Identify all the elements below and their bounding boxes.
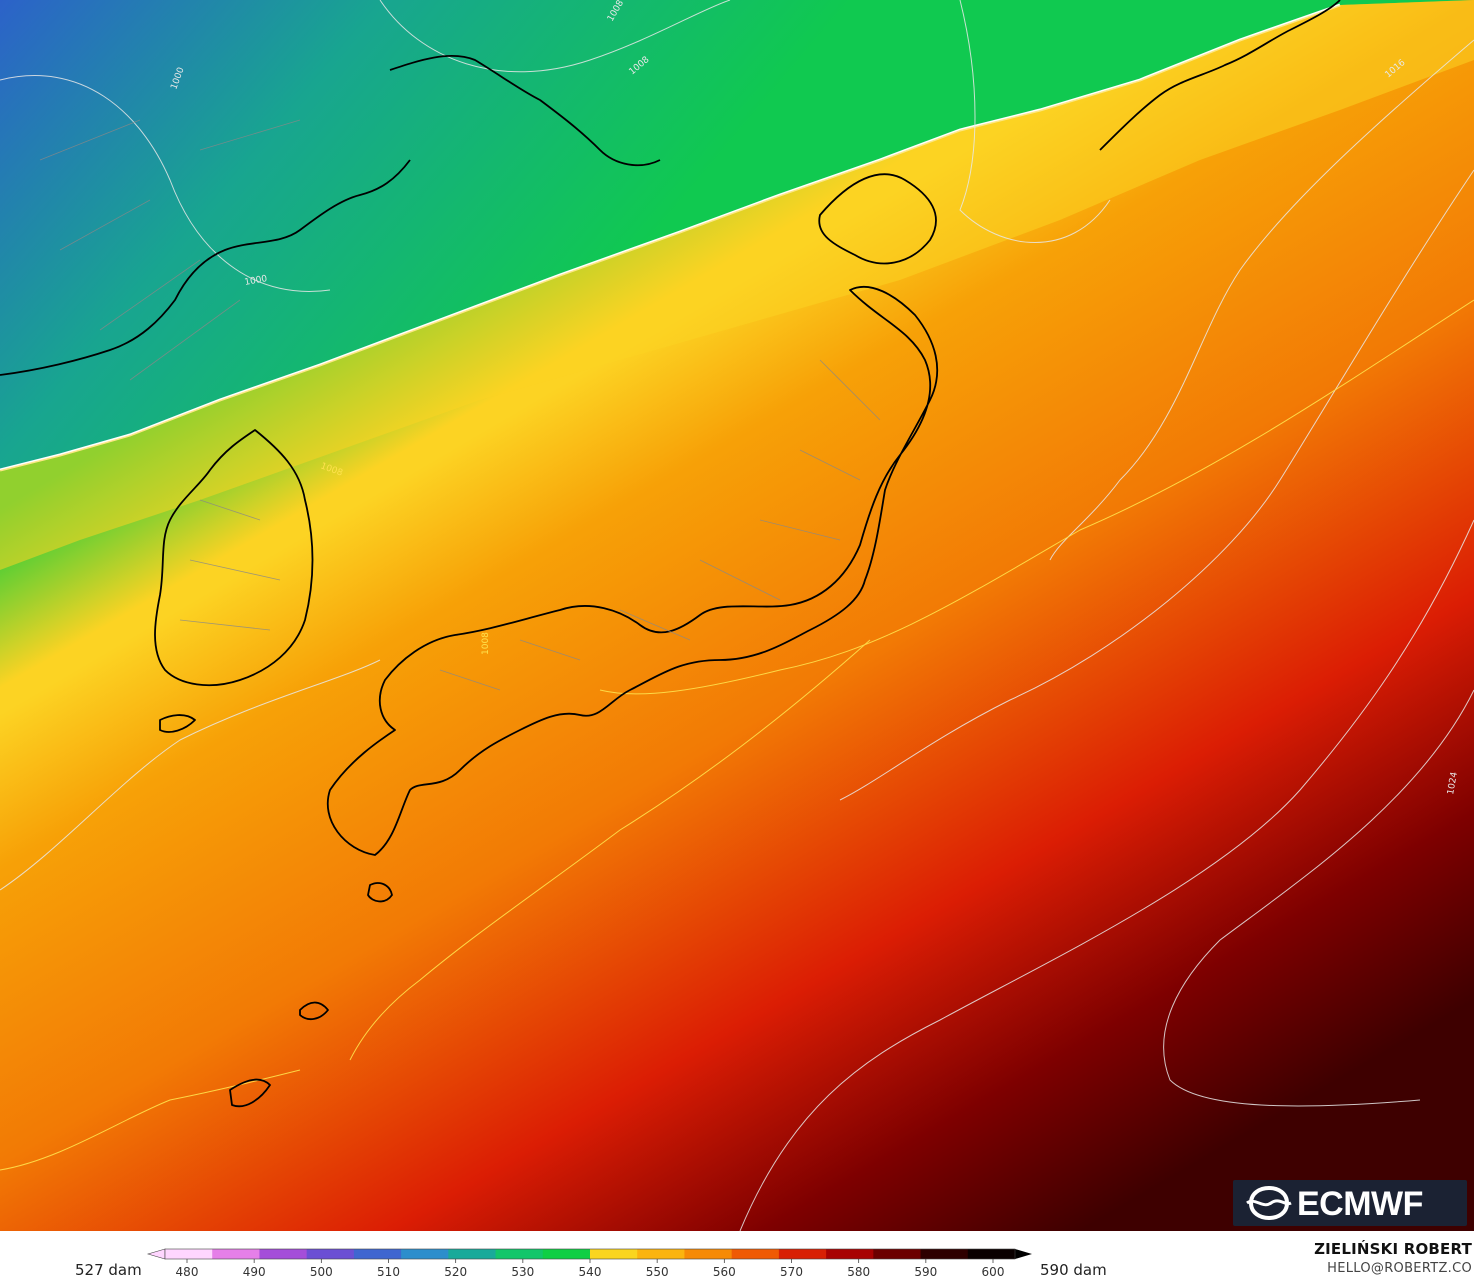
author-name: ZIELIŃSKI ROBERT bbox=[1314, 1240, 1472, 1258]
colorbar-max-arrow bbox=[1015, 1249, 1032, 1259]
colorbar-segment bbox=[731, 1249, 780, 1259]
isobar-label: 1000 bbox=[244, 274, 269, 288]
ecmwf-logo-text: ECMWF bbox=[1297, 1185, 1423, 1223]
admin-borders bbox=[39, 119, 881, 691]
colorbar-segment bbox=[637, 1249, 686, 1259]
colorbar-segment bbox=[778, 1249, 827, 1259]
colorbar-tick-label: 570 bbox=[780, 1265, 803, 1279]
colorbar-segment bbox=[542, 1249, 591, 1259]
colorbar-tick-label: 500 bbox=[310, 1265, 333, 1279]
colorbar-segment bbox=[212, 1249, 261, 1259]
colorbar-tick-label: 510 bbox=[377, 1265, 400, 1279]
colorbar-tick-label: 560 bbox=[713, 1265, 736, 1279]
colorbar-segment bbox=[873, 1249, 922, 1259]
colorbar-tick-label: 530 bbox=[511, 1265, 534, 1279]
ecmwf-logo-mark-icon bbox=[1246, 1185, 1292, 1221]
colorbar-tick-label: 490 bbox=[243, 1265, 266, 1279]
colorbar-tick-label: 480 bbox=[176, 1265, 199, 1279]
colorbar-segment bbox=[495, 1249, 544, 1259]
colorbar-segment bbox=[967, 1249, 1016, 1259]
cold-sector-region bbox=[0, 0, 1474, 470]
colorbar: 480 490 500 510 520 530 540 550 560 570 580 590 600 bbox=[146, 1248, 1032, 1279]
coastline-outlines bbox=[0, 0, 1341, 1108]
colorbar-segment bbox=[306, 1249, 355, 1259]
colorbar-tick-label: 550 bbox=[646, 1265, 669, 1279]
min-value-label: 527 dam bbox=[75, 1261, 142, 1279]
isobars bbox=[0, 0, 1474, 1231]
ecmwf-logo: ECMWF bbox=[1233, 1180, 1467, 1226]
colorbar-segment bbox=[826, 1249, 874, 1259]
colorbar-segment bbox=[259, 1249, 308, 1259]
colorbar-segment bbox=[920, 1249, 969, 1259]
colorbar-tick-label: 520 bbox=[444, 1265, 467, 1279]
colorbar-tick-label: 540 bbox=[579, 1265, 602, 1279]
author-email: HELLO@ROBERTZ.CO bbox=[1327, 1261, 1472, 1276]
colorbar-tick-label: 590 bbox=[914, 1265, 937, 1279]
colorbar-segment bbox=[684, 1249, 733, 1259]
legend-footer: 480 490 500 510 520 530 540 550 560 570 580 590 600 … bbox=[0, 1231, 1474, 1287]
colorbar-min-arrow bbox=[146, 1248, 166, 1260]
colorbar-segment bbox=[401, 1249, 449, 1259]
colorbar-tick-label: 580 bbox=[847, 1265, 870, 1279]
author-credit: ZIELIŃSKI ROBERT HELLO@ROBERTZ.CO bbox=[1314, 1240, 1472, 1276]
colorbar-segment bbox=[165, 1249, 213, 1259]
isobar-label: 1024 bbox=[1446, 771, 1460, 796]
colorbar-segment bbox=[590, 1249, 638, 1259]
yellow-band bbox=[0, 0, 1474, 570]
colorbar-tick-label: 600 bbox=[982, 1265, 1005, 1279]
colorbar-segment bbox=[448, 1249, 497, 1259]
colorbar-segment bbox=[353, 1249, 402, 1259]
isobar-label: 1008 bbox=[481, 632, 491, 655]
max-value-label: 590 dam bbox=[1040, 1261, 1107, 1279]
